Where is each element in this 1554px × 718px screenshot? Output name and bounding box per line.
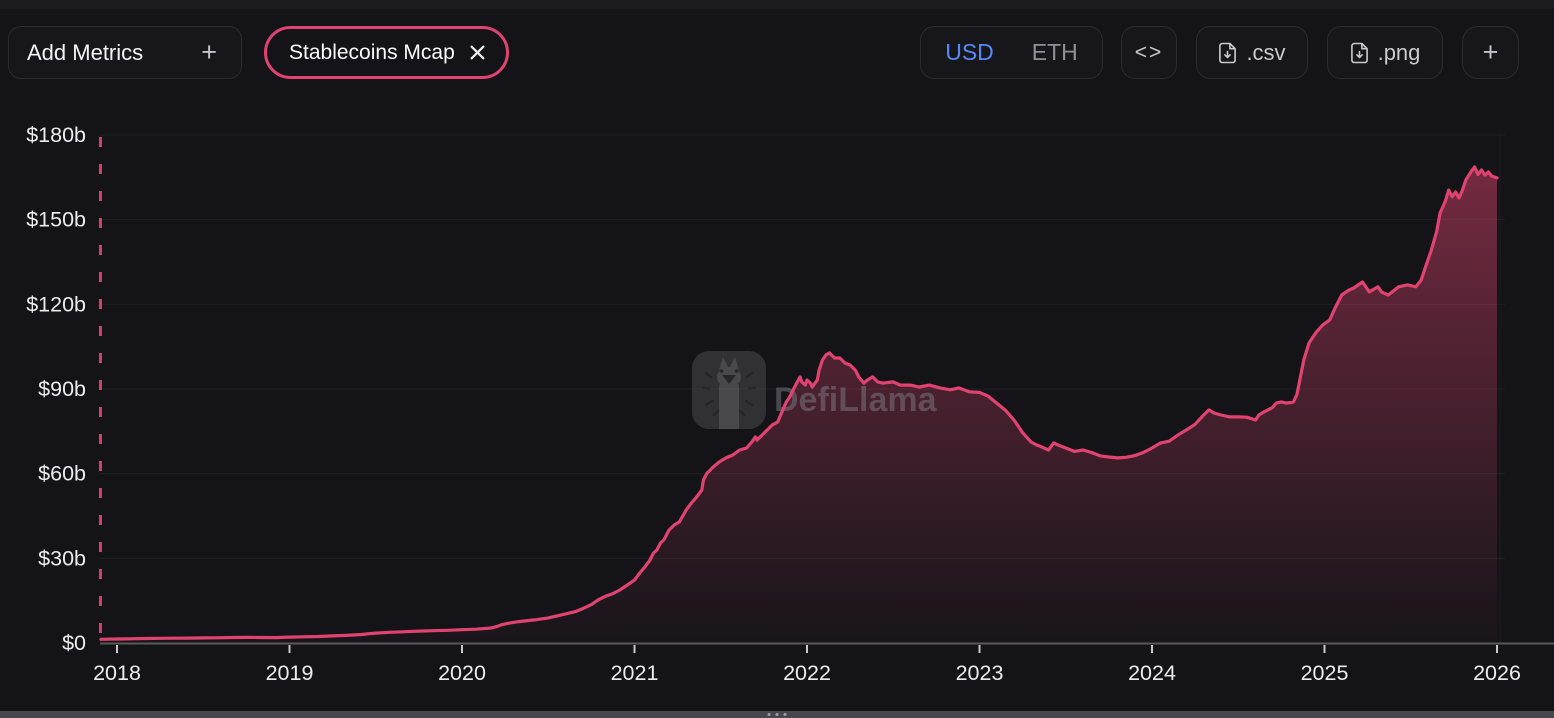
download-csv-button[interactable]: .csv <box>1196 26 1308 79</box>
x-tick-label: 2023 <box>956 661 1004 685</box>
add-chart-button[interactable]: + <box>1462 26 1519 79</box>
file-download-icon <box>1219 42 1237 63</box>
add-metrics-button[interactable]: Add Metrics + <box>8 26 242 79</box>
csv-label: .csv <box>1246 39 1286 65</box>
x-tick-label: 2024 <box>1128 661 1176 685</box>
x-tick-label: 2020 <box>438 661 486 685</box>
x-tick-label: 2019 <box>266 661 314 685</box>
metric-pill-stablecoins-mcap[interactable]: Stablecoins Mcap <box>264 26 509 79</box>
y-tick-label: $0 <box>62 631 86 655</box>
x-tick-label: 2022 <box>783 661 831 685</box>
defillama-watermark: DefiLlama <box>692 351 938 429</box>
mcap-line <box>99 165 1499 641</box>
scrollbar-handle[interactable] <box>767 713 787 716</box>
y-tick-label: $180b <box>26 123 86 147</box>
x-tick-label: 2021 <box>611 661 659 685</box>
y-tick-label: $90b <box>38 377 86 401</box>
y-tick-label: $60b <box>38 462 86 486</box>
y-tick-label: $150b <box>26 208 86 232</box>
watermark-text: DefiLlama <box>774 381 938 419</box>
file-download-icon <box>1350 42 1368 63</box>
png-label: .png <box>1377 39 1421 65</box>
plus-icon: + <box>1482 37 1499 67</box>
metric-pill-label: Stablecoins Mcap <box>289 40 455 64</box>
y-tick-label: $120b <box>26 292 86 316</box>
currency-option-usd[interactable]: USD <box>945 39 994 65</box>
add-metrics-label: Add Metrics <box>27 39 144 65</box>
chart-scrollbar[interactable] <box>0 711 1554 718</box>
currency-toggle: USD ETH <box>920 26 1103 79</box>
x-tick-label: 2026 <box>1473 661 1521 685</box>
plus-icon: + <box>201 37 217 67</box>
download-png-button[interactable]: .png <box>1327 26 1443 79</box>
y-tick-label: $30b <box>38 546 86 570</box>
x-tick-label: 2018 <box>93 661 141 685</box>
x-tick-label: 2025 <box>1301 661 1349 685</box>
code-brackets-icon: <> <box>1134 40 1164 64</box>
top-strip <box>0 0 1554 9</box>
mcap-area-fill <box>101 166 1497 643</box>
currency-option-eth[interactable]: ETH <box>1031 39 1078 65</box>
embed-chart-button[interactable]: <> <box>1121 26 1177 79</box>
close-icon[interactable] <box>469 44 486 61</box>
